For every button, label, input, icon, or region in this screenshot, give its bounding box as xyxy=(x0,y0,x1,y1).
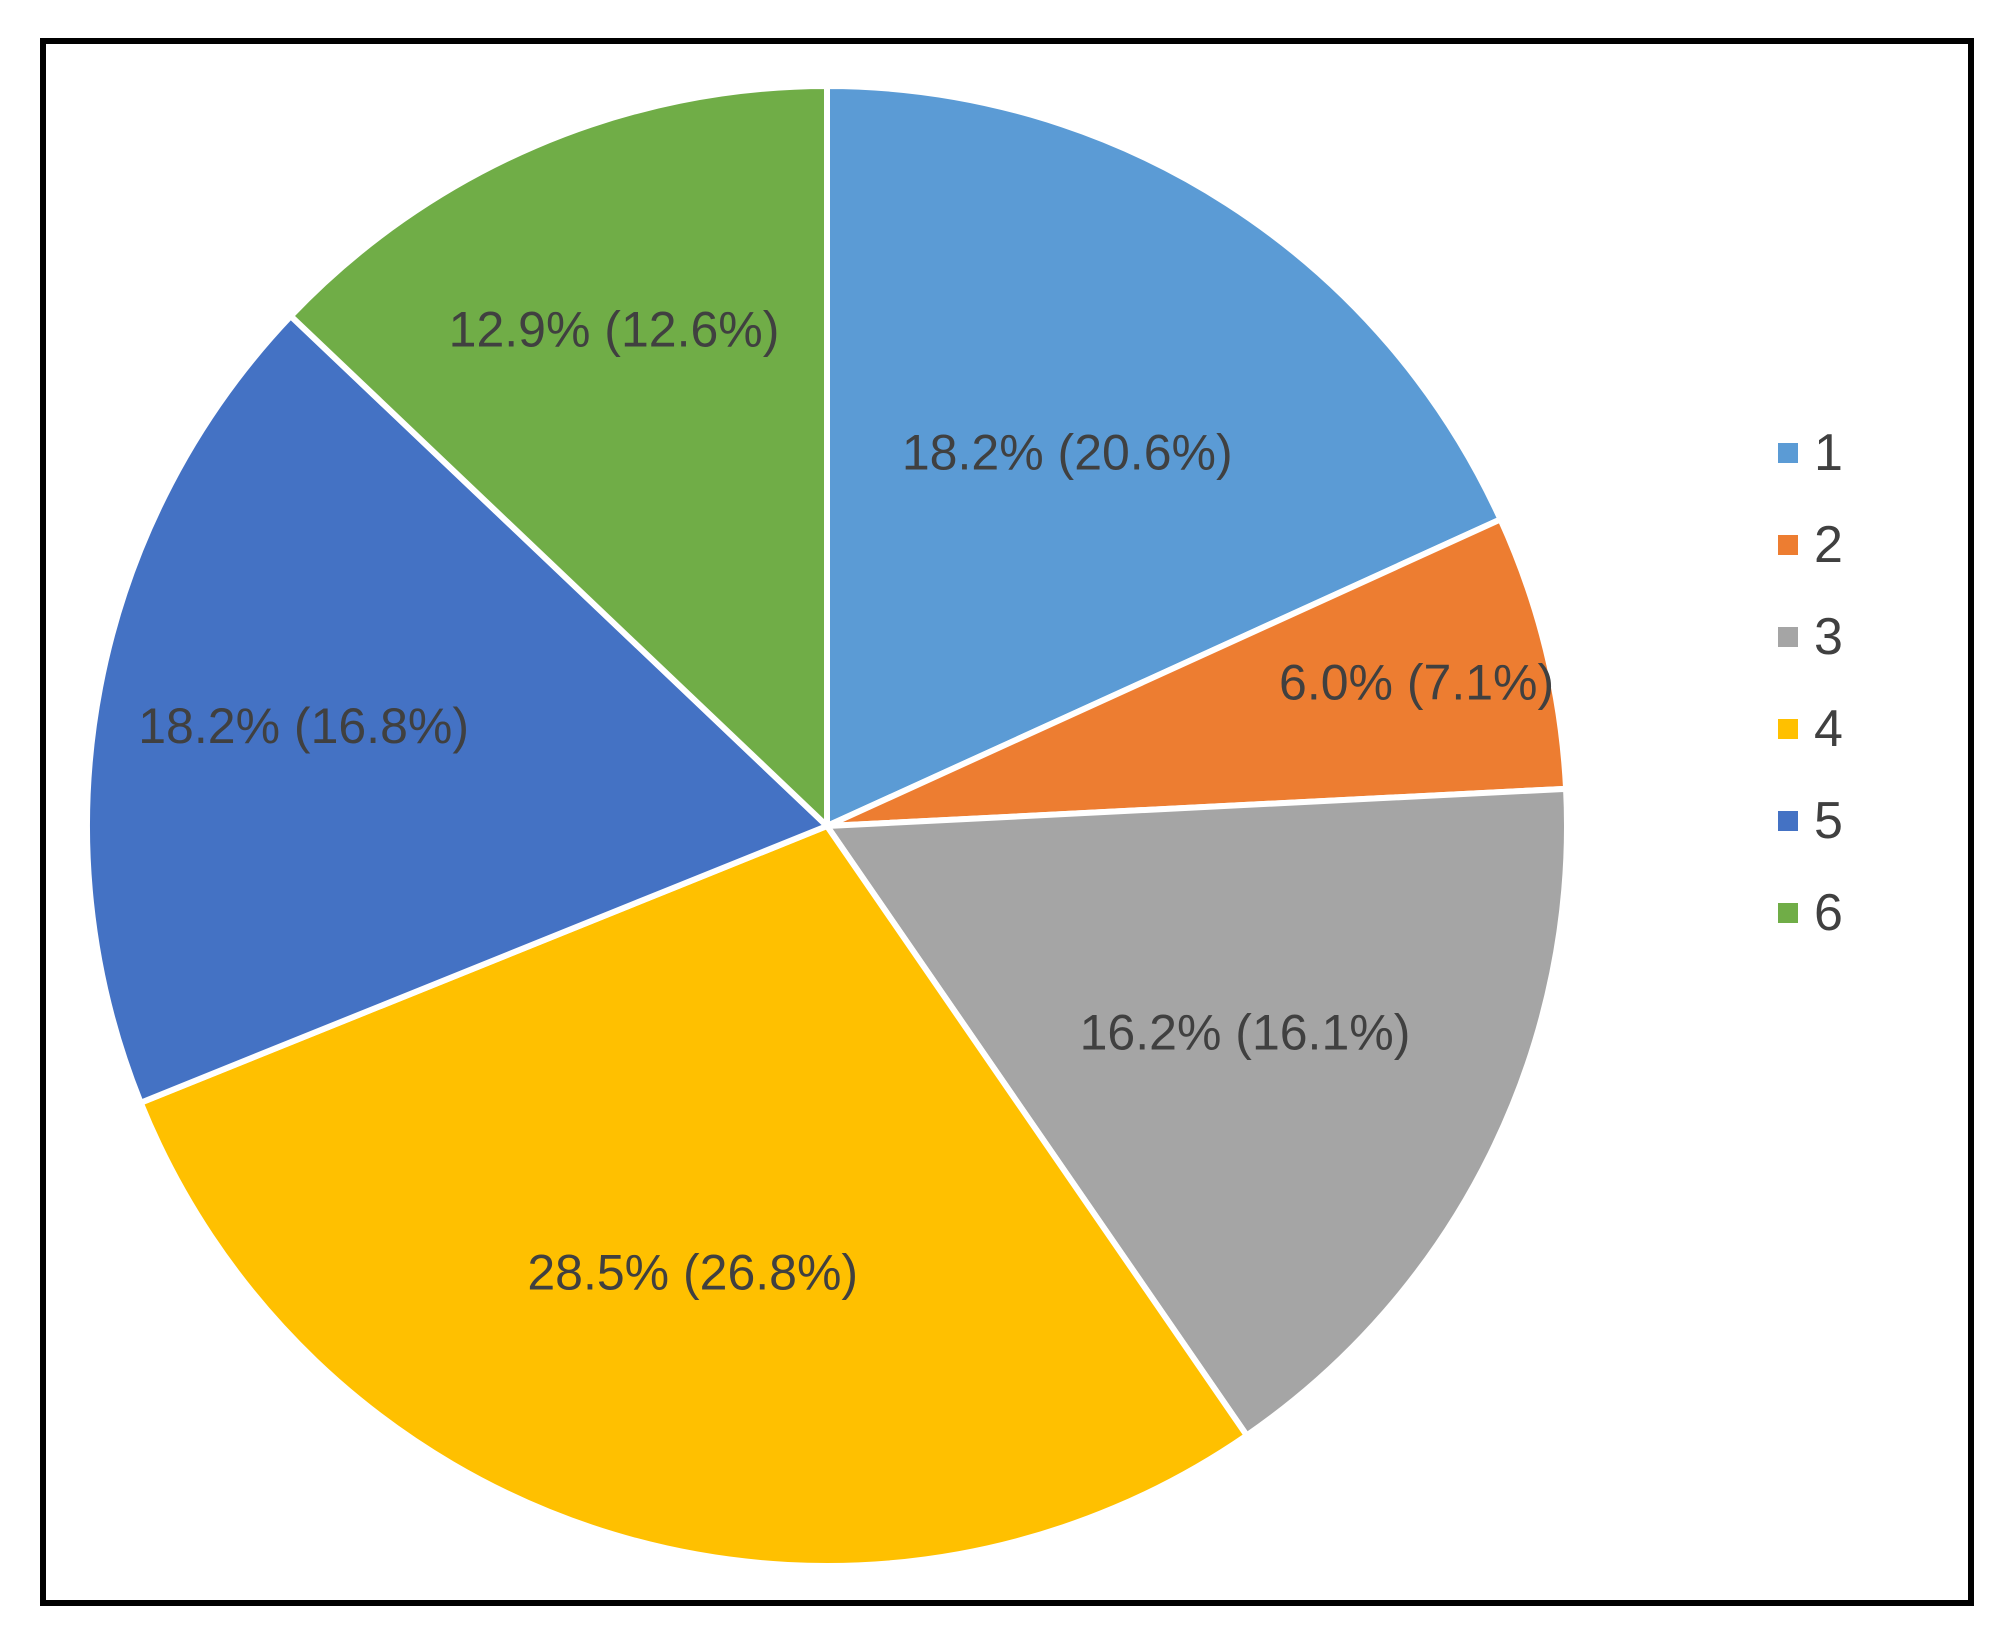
legend-item-2: 2 xyxy=(1778,516,1843,574)
legend-swatch-1 xyxy=(1778,443,1798,463)
slice-label-4: 28.5% (26.8%) xyxy=(527,1244,858,1300)
slice-label-3: 16.2% (16.1%) xyxy=(1080,1004,1411,1060)
slice-labels: 18.2% (20.6%) 6.0% (7.1%) 16.2% (16.1%) 28.… xyxy=(138,302,1554,1301)
slice-label-6: 12.9% (12.6%) xyxy=(449,302,780,358)
legend-swatch-4 xyxy=(1778,719,1798,739)
legend: 1 2 3 4 5 6 xyxy=(1778,424,1843,942)
legend-swatch-2 xyxy=(1778,535,1798,555)
legend-item-1: 1 xyxy=(1778,424,1843,482)
legend-item-3: 3 xyxy=(1778,608,1843,666)
pie-slice-5 xyxy=(84,313,830,1106)
pie-chart: 18.2% (20.6%) 6.0% (7.1%) 16.2% (16.1%) 28.… xyxy=(84,83,1843,1569)
pie-slice-2 xyxy=(824,516,1570,829)
pie-slice-1 xyxy=(824,83,1504,829)
legend-swatch-6 xyxy=(1778,903,1798,923)
pie-slice-6 xyxy=(287,83,830,829)
slice-label-5: 18.2% (16.8%) xyxy=(138,698,469,754)
legend-label-5: 5 xyxy=(1814,792,1843,850)
legend-swatch-3 xyxy=(1778,627,1798,647)
legend-label-3: 3 xyxy=(1814,608,1843,666)
pie-slice-4 xyxy=(137,823,1250,1569)
legend-swatch-5 xyxy=(1778,811,1798,831)
legend-item-6: 6 xyxy=(1778,884,1843,942)
legend-label-2: 2 xyxy=(1814,516,1843,574)
legend-item-5: 5 xyxy=(1778,792,1843,850)
slice-label-2: 6.0% (7.1%) xyxy=(1279,654,1554,710)
pie-slices xyxy=(84,83,1570,1569)
pie-slice-3 xyxy=(824,785,1570,1439)
legend-label-6: 6 xyxy=(1814,884,1843,942)
legend-label-1: 1 xyxy=(1814,424,1843,482)
legend-label-4: 4 xyxy=(1814,700,1843,758)
chart-frame: 18.2% (20.6%) 6.0% (7.1%) 16.2% (16.1%) 28.… xyxy=(40,38,1974,1606)
legend-item-4: 4 xyxy=(1778,700,1843,758)
slice-label-1: 18.2% (20.6%) xyxy=(902,425,1233,481)
